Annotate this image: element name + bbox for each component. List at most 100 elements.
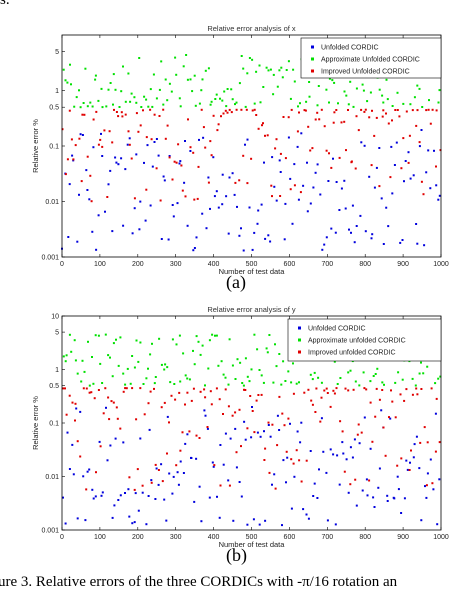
- series-improved-point: [364, 108, 367, 111]
- y-tick-label: 0.001: [41, 528, 59, 535]
- series-improved-point: [391, 119, 393, 122]
- series-unfolded-point: [190, 457, 193, 459]
- series-unfolded-point: [353, 438, 356, 441]
- series-unfolded-point: [207, 176, 210, 179]
- series-unfolded-point: [236, 205, 238, 208]
- y-tick-label: 0.01: [45, 199, 59, 206]
- series-improved-point: [255, 114, 258, 116]
- series-approximate-point: [112, 103, 114, 106]
- series-improved-point: [102, 412, 105, 415]
- series-approximate-point: [164, 363, 167, 366]
- series-improved-point: [420, 388, 423, 390]
- series-unfolded-point: [179, 460, 182, 463]
- series-unfolded-point: [358, 442, 361, 445]
- series-improved-point: [222, 112, 225, 115]
- series-approximate-point: [214, 334, 216, 337]
- series-approximate-point: [317, 376, 320, 379]
- series-unfolded-point: [202, 136, 205, 139]
- series-unfolded-point: [355, 225, 358, 227]
- series-unfolded-point: [100, 494, 103, 497]
- series-improved-point: [220, 115, 222, 118]
- series-improved-point: [423, 426, 426, 429]
- series-improved-point: [284, 157, 287, 160]
- series-improved-point: [204, 146, 207, 149]
- series-unfolded-point: [267, 234, 270, 237]
- series-unfolded-point: [160, 463, 163, 466]
- series-improved-point: [219, 484, 222, 487]
- x-tick-label: 0: [60, 534, 64, 541]
- series-unfolded-point: [309, 202, 312, 205]
- series-improved-point: [318, 118, 321, 121]
- series-approximate-point: [293, 80, 296, 83]
- series-improved-point: [242, 154, 245, 157]
- series-unfolded-point: [409, 177, 412, 180]
- series-unfolded-point: [100, 132, 102, 135]
- series-unfolded-point: [106, 459, 109, 462]
- series-improved-point: [85, 488, 88, 491]
- series-approximate-point: [81, 359, 84, 362]
- series-unfolded-point: [235, 466, 238, 469]
- series-unfolded-point: [251, 248, 254, 251]
- series-unfolded-point: [399, 241, 402, 244]
- series-improved-point: [323, 125, 326, 128]
- series-unfolded-point: [155, 138, 158, 140]
- y-tick-label: 0.5: [49, 383, 59, 390]
- series-improved-point: [398, 115, 401, 118]
- series-approximate-point: [240, 55, 243, 57]
- series-approximate-point: [210, 100, 213, 103]
- y-tick-label: 0.01: [45, 474, 59, 481]
- series-approximate-point: [179, 380, 182, 383]
- series-improved-point: [408, 134, 411, 137]
- figure-caption: ure 3. Relative errors of the three CORD…: [0, 574, 398, 590]
- series-approximate-point: [73, 105, 76, 108]
- x-tick-label: 700: [321, 261, 333, 268]
- series-improved-point: [141, 484, 144, 487]
- series-improved-point: [209, 390, 212, 393]
- series-improved-point: [357, 423, 360, 426]
- series-improved-point: [224, 109, 227, 112]
- series-improved-point: [261, 124, 263, 127]
- legend-entry-approximate: Approximate unfolded CORDIC: [308, 338, 406, 345]
- series-approximate-point: [224, 376, 227, 379]
- series-approximate-point: [182, 352, 185, 355]
- series-approximate-point: [140, 106, 143, 108]
- x-tick-label: 0: [60, 261, 64, 268]
- series-unfolded-point: [300, 421, 303, 424]
- series-approximate-point: [174, 56, 177, 59]
- series-improved-point: [439, 149, 442, 152]
- series-unfolded-point: [438, 478, 441, 481]
- series-improved-point: [188, 430, 191, 433]
- series-improved-point: [204, 396, 207, 399]
- series-improved-point: [282, 116, 285, 118]
- series-unfolded-point: [404, 160, 407, 162]
- series-approximate-point: [328, 101, 330, 104]
- series-improved-point: [435, 109, 438, 112]
- series-approximate-point: [336, 383, 339, 385]
- series-improved-point: [347, 109, 349, 111]
- series-unfolded-point: [97, 214, 100, 217]
- series-approximate-point: [262, 381, 265, 384]
- series-unfolded-point: [105, 406, 107, 409]
- series-improved-point: [347, 389, 350, 392]
- series-unfolded-point: [273, 473, 276, 476]
- series-improved-point: [74, 402, 77, 405]
- series-improved-point: [328, 152, 330, 155]
- series-unfolded-point: [238, 234, 241, 237]
- series-unfolded-point: [111, 230, 114, 233]
- series-improved-point: [385, 112, 387, 115]
- series-approximate-point: [413, 96, 416, 99]
- series-improved-point: [175, 161, 178, 164]
- series-unfolded-point: [348, 228, 350, 231]
- series-improved-point: [354, 167, 357, 170]
- series-improved-point: [231, 414, 234, 417]
- series-approximate-point: [272, 73, 275, 76]
- series-approximate-point: [151, 105, 154, 108]
- series-approximate-point: [195, 335, 198, 338]
- series-unfolded-point: [334, 523, 337, 526]
- series-approximate-point: [122, 65, 124, 68]
- x-tick-label: 900: [397, 534, 409, 541]
- series-improved-point: [218, 398, 221, 401]
- series-unfolded-point: [370, 237, 373, 240]
- series-approximate-point: [99, 362, 102, 365]
- series-unfolded-point: [149, 204, 152, 207]
